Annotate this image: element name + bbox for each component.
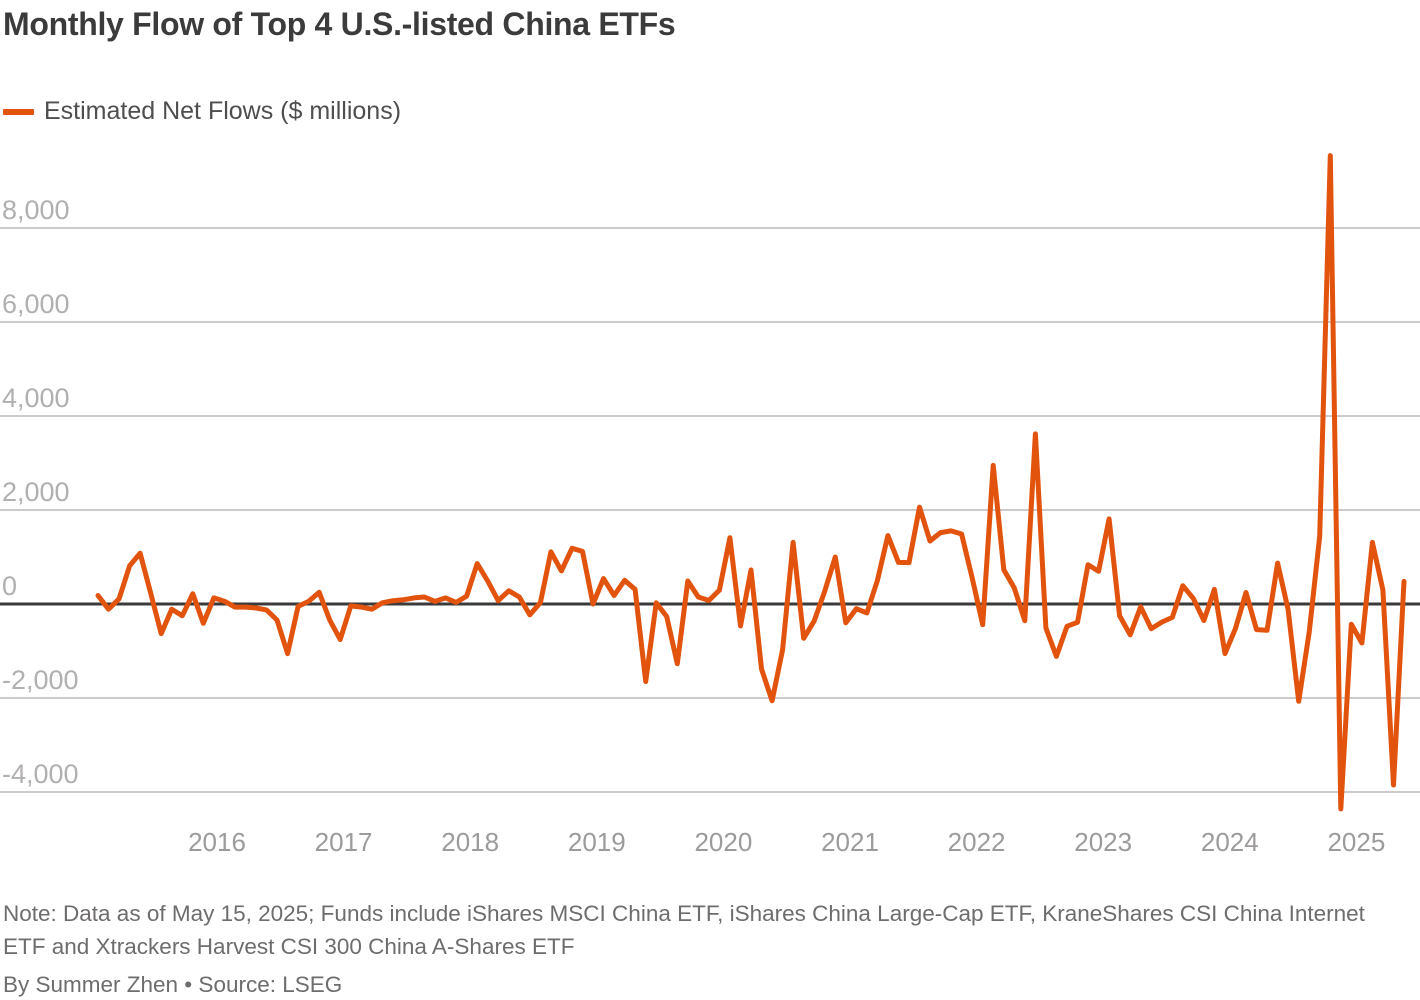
y-axis-label: -4,000 <box>2 759 79 789</box>
footnote: Note: Data as of May 15, 2025; Funds inc… <box>3 901 1365 959</box>
y-axis-label: -2,000 <box>2 665 79 695</box>
net-flows-series-line <box>95 153 1407 812</box>
byline: By Summer Zhen • Source: LSEG <box>3 972 343 997</box>
legend-label: Estimated Net Flows ($ millions) <box>44 97 402 125</box>
x-axis-label: 2019 <box>568 827 626 857</box>
x-axis-label: 2020 <box>694 827 752 857</box>
y-axis-label: 2,000 <box>2 477 70 507</box>
y-axis-label: 4,000 <box>2 383 70 413</box>
x-axis-label: 2022 <box>948 827 1006 857</box>
chart-title: Monthly Flow of Top 4 U.S.-listed China … <box>3 6 676 42</box>
x-axis-label: 2021 <box>821 827 879 857</box>
x-axis-label: 2017 <box>315 827 373 857</box>
x-axis-label: 2023 <box>1074 827 1132 857</box>
y-axis-label: 0 <box>2 571 17 601</box>
x-axis-label: 2025 <box>1327 827 1385 857</box>
x-axis-label: 2024 <box>1201 827 1259 857</box>
y-axis-label: 6,000 <box>2 289 70 319</box>
x-axis-label: 2018 <box>441 827 499 857</box>
legend-line-swatch <box>3 108 34 115</box>
x-axis-label: 2016 <box>188 827 246 857</box>
legend: Estimated Net Flows ($ millions) <box>3 97 401 126</box>
y-axis-label: 8,000 <box>2 195 70 225</box>
